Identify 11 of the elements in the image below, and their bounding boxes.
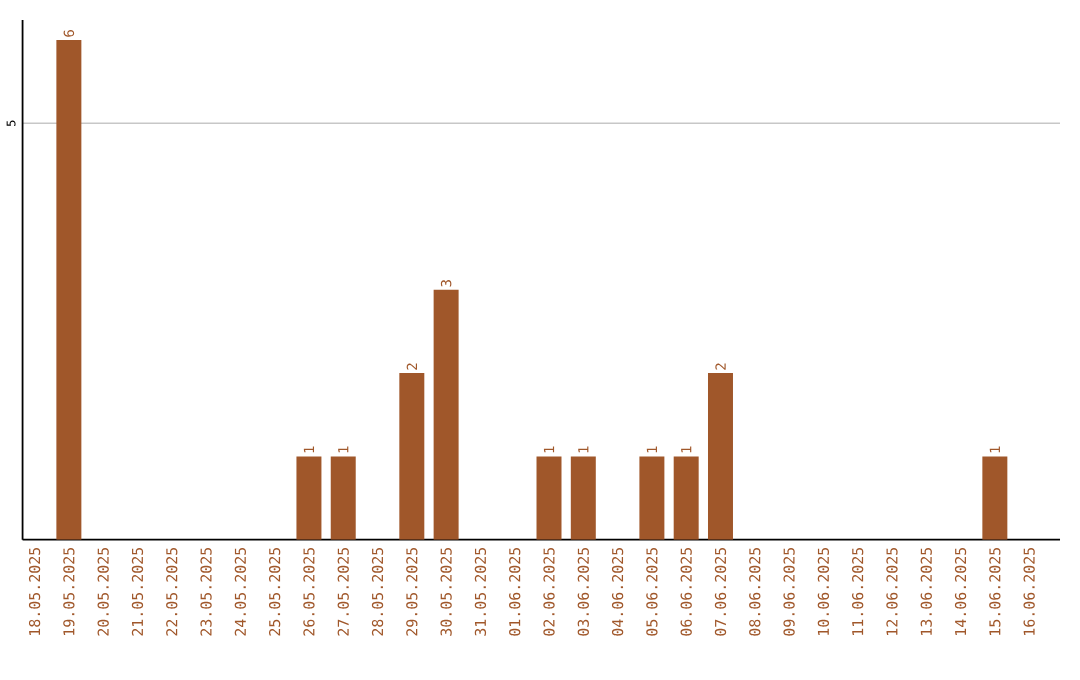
- bar: [982, 456, 1008, 540]
- bar: [56, 40, 82, 540]
- bar: [433, 290, 459, 540]
- bar: [296, 456, 322, 540]
- bar: [707, 373, 733, 540]
- bar: [536, 456, 562, 540]
- bar: [330, 456, 356, 540]
- bar: [673, 456, 699, 540]
- bar: [639, 456, 665, 540]
- bar: [570, 456, 596, 540]
- bar: [399, 373, 425, 540]
